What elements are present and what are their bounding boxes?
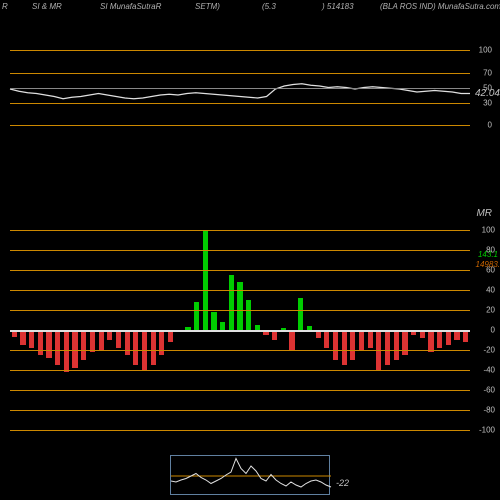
mr-bar xyxy=(125,330,130,355)
header-text: (5.3 xyxy=(262,2,276,11)
mr-gridline xyxy=(10,230,470,231)
header-text: SI & MR xyxy=(32,2,62,11)
mr-bar xyxy=(99,330,104,350)
mr-gridline xyxy=(10,310,470,311)
mr-bar xyxy=(324,330,329,348)
mr-axis-label: -80 xyxy=(483,406,495,415)
mr-bar xyxy=(72,330,77,368)
mr-panel: MR 143.1 14983. 100806040200-20-40-60-80… xyxy=(10,230,470,430)
mr-gridline xyxy=(10,390,470,391)
header-text: SI MunafaSutraR xyxy=(100,2,161,11)
mr-axis-label: 20 xyxy=(486,306,495,315)
mr-gridline xyxy=(10,430,470,431)
mr-bar xyxy=(246,300,251,330)
mr-bar xyxy=(20,330,25,345)
mr-bar xyxy=(350,330,355,360)
rsi-axis-label: 100 xyxy=(479,46,492,55)
mr-title: MR xyxy=(476,208,492,219)
mr-bar xyxy=(428,330,433,352)
mr-bar xyxy=(298,298,303,330)
mr-axis-label: -100 xyxy=(479,426,495,435)
mr-axis-label: -60 xyxy=(483,386,495,395)
mr-bar xyxy=(368,330,373,348)
rsi-gridline xyxy=(10,103,470,104)
chart-header: R SI & MR SI MunafaSutraR SETM) (5.3 ) 514183… xyxy=(0,2,500,14)
mr-bar xyxy=(272,330,277,340)
mini-value: -22 xyxy=(336,478,349,488)
rsi-panel: 100705030042.04 xyxy=(10,50,470,125)
mr-bar xyxy=(229,275,234,330)
mr-bar xyxy=(220,322,225,330)
rsi-axis-label: 0 xyxy=(488,121,492,130)
mr-bar xyxy=(194,302,199,330)
mini-panel: -22 xyxy=(170,455,330,495)
mr-bar xyxy=(333,330,338,360)
mini-line-chart xyxy=(171,456,331,496)
mr-bar xyxy=(64,330,69,372)
mr-bar xyxy=(437,330,442,348)
mr-bar xyxy=(203,230,208,330)
header-text: ) 514183 xyxy=(322,2,354,11)
rsi-gridline xyxy=(10,50,470,51)
mr-bar xyxy=(29,330,34,348)
mr-axis-label: 60 xyxy=(486,266,495,275)
mr-gridline xyxy=(10,330,470,332)
mr-bar xyxy=(107,330,112,340)
mr-bar xyxy=(81,330,86,360)
mr-gridline xyxy=(10,270,470,271)
rsi-axis-label: 70 xyxy=(483,68,492,77)
mr-bar xyxy=(454,330,459,340)
mr-bar xyxy=(211,312,216,330)
mr-bar xyxy=(402,330,407,355)
mr-bar xyxy=(133,330,138,365)
mr-gridline xyxy=(10,370,470,371)
mr-bar xyxy=(168,330,173,342)
rsi-gridline xyxy=(10,125,470,126)
mr-bar xyxy=(463,330,468,342)
mr-gridline xyxy=(10,350,470,351)
mr-bar xyxy=(359,330,364,350)
mr-bar xyxy=(289,330,294,350)
mr-axis-label: -20 xyxy=(483,346,495,355)
mr-bar xyxy=(55,330,60,365)
mr-axis-label: 40 xyxy=(486,286,495,295)
header-text: R xyxy=(2,2,8,11)
mr-bar xyxy=(342,330,347,365)
mr-axis-label: 100 xyxy=(482,226,495,235)
mr-axis-label: 80 xyxy=(486,246,495,255)
mr-gridline xyxy=(10,250,470,251)
rsi-gridline xyxy=(10,73,470,74)
mr-bar xyxy=(385,330,390,365)
mr-bar xyxy=(446,330,451,345)
rsi-current-value: 42.04 xyxy=(475,88,500,99)
mr-axis-label: -40 xyxy=(483,366,495,375)
mr-bar xyxy=(38,330,43,355)
mr-bar xyxy=(159,330,164,355)
rsi-gridline xyxy=(10,88,470,89)
mr-axis-label: 0 xyxy=(491,326,495,335)
header-text: SETM) xyxy=(195,2,220,11)
mr-bar xyxy=(151,330,156,365)
mr-gridline xyxy=(10,410,470,411)
mr-gridline xyxy=(10,290,470,291)
mr-bar xyxy=(394,330,399,360)
mr-bar xyxy=(46,330,51,358)
mr-bar xyxy=(90,330,95,352)
mr-bar xyxy=(116,330,121,348)
header-text: (BLA ROS IND) MunafaSutra.com xyxy=(380,2,500,11)
